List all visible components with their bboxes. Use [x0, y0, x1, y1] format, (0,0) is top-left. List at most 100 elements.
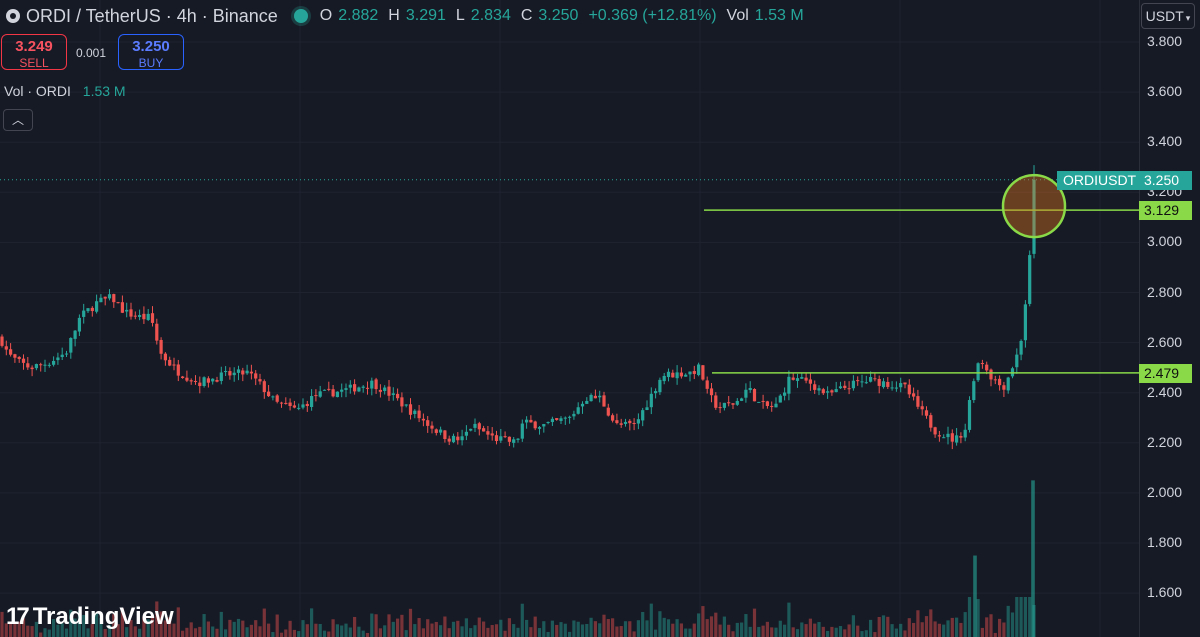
volume-bar — [946, 620, 950, 637]
candle-body — [692, 371, 696, 374]
currency-label: USDT — [1145, 8, 1184, 24]
sell-button[interactable]: 3.249 SELL — [1, 34, 67, 70]
candle-body — [869, 377, 873, 382]
volume-bar — [430, 623, 434, 637]
volume-bar — [361, 630, 365, 637]
candle-body — [129, 309, 133, 317]
volume-bar — [507, 618, 511, 637]
volume-bar — [714, 612, 718, 637]
candle-body — [808, 379, 812, 384]
candle-body — [856, 380, 860, 382]
candle-body — [735, 400, 739, 405]
candle-body — [615, 420, 619, 424]
currency-button[interactable]: USDT ▾ — [1141, 3, 1195, 29]
candle-body — [64, 353, 69, 355]
candle-body — [383, 387, 387, 392]
volume-bar — [439, 625, 443, 637]
candle-body — [331, 389, 335, 397]
candle-body — [580, 403, 585, 407]
collapse-legend-button[interactable]: ︿ — [3, 109, 33, 131]
candle-body — [396, 393, 400, 399]
candle-body — [267, 391, 271, 397]
candle-body — [211, 378, 215, 382]
candle-body — [770, 405, 774, 407]
candle-body — [864, 382, 868, 384]
candle-body — [963, 429, 967, 438]
volume-bar — [916, 610, 920, 637]
volume-bar — [654, 629, 658, 637]
candle-body — [34, 364, 38, 369]
volume-bar — [856, 625, 860, 637]
volume-indicator-legend[interactable]: Vol · ORDI 1.53 M — [4, 83, 126, 99]
candle-body — [555, 418, 559, 420]
volume-bar — [881, 615, 886, 637]
candle-body — [254, 373, 258, 379]
candle-body — [912, 393, 916, 397]
candle-body — [675, 372, 679, 379]
candle-body — [684, 374, 688, 377]
candle-body — [43, 364, 47, 366]
buy-button[interactable]: 3.250 BUY — [118, 34, 184, 70]
lower-line-price-tag[interactable]: 2.479 — [1139, 364, 1192, 383]
candle-body — [654, 391, 658, 394]
lot-size[interactable]: 0.001 — [76, 46, 107, 60]
candle-body — [439, 429, 443, 433]
price-tick-label: 2.200 — [1147, 433, 1183, 450]
candle-body — [82, 310, 86, 317]
candle-body — [155, 323, 159, 341]
volume-bar — [559, 622, 563, 637]
candle-body — [99, 297, 103, 303]
volume-bar — [413, 624, 417, 637]
candle-body — [322, 389, 327, 391]
candle-body — [593, 395, 597, 399]
sell-price: 3.249 — [15, 38, 53, 55]
candle-body — [4, 346, 8, 350]
volume-bar — [503, 630, 507, 637]
volume-bar — [215, 628, 219, 637]
volume-bar — [0, 611, 4, 637]
volume-bar — [985, 617, 989, 637]
volume-bar — [331, 619, 335, 637]
volume-bar — [899, 623, 903, 637]
volume-bar — [434, 621, 438, 637]
volume-bar — [740, 622, 744, 637]
candle-body — [623, 421, 628, 424]
candle-body — [877, 378, 881, 386]
volume-bar — [314, 623, 318, 637]
volume-bar — [185, 627, 189, 637]
candle-body — [26, 363, 30, 368]
volume-bar — [172, 623, 176, 637]
exchange-logo-icon — [6, 9, 20, 23]
volume-bar — [9, 621, 13, 637]
candle-body — [413, 410, 417, 415]
candle-body — [937, 435, 941, 437]
candle-body — [873, 378, 877, 380]
volume-bar — [520, 603, 524, 637]
volume-indicator-value: 1.53 M — [82, 83, 126, 99]
volume-value: 1.53 M — [754, 7, 804, 24]
volume-bar — [279, 632, 284, 637]
volume-bar — [722, 616, 726, 637]
symbol-title[interactable]: ORDI / TetherUS · 4h · Binance — [26, 5, 278, 26]
volume-bar — [353, 616, 357, 637]
upper-line-price-tag[interactable]: 3.129 — [1139, 201, 1192, 220]
candle-body — [224, 371, 228, 373]
volume-bar — [77, 610, 81, 637]
volume-bar — [512, 624, 516, 637]
volume-bar — [335, 624, 339, 637]
price-tick-label: 1.600 — [1147, 584, 1183, 601]
volume-bar — [120, 608, 124, 637]
candle-body — [576, 407, 580, 414]
candle-body — [800, 377, 804, 379]
candle-body — [632, 422, 636, 424]
volume-bar — [129, 619, 133, 637]
candle-body — [860, 381, 864, 383]
candle-body — [817, 388, 821, 391]
candle-body — [662, 375, 666, 382]
volume-bar — [666, 619, 671, 637]
close-label: C — [520, 7, 533, 24]
volume-bar — [348, 627, 352, 637]
volume-bar — [159, 611, 163, 637]
